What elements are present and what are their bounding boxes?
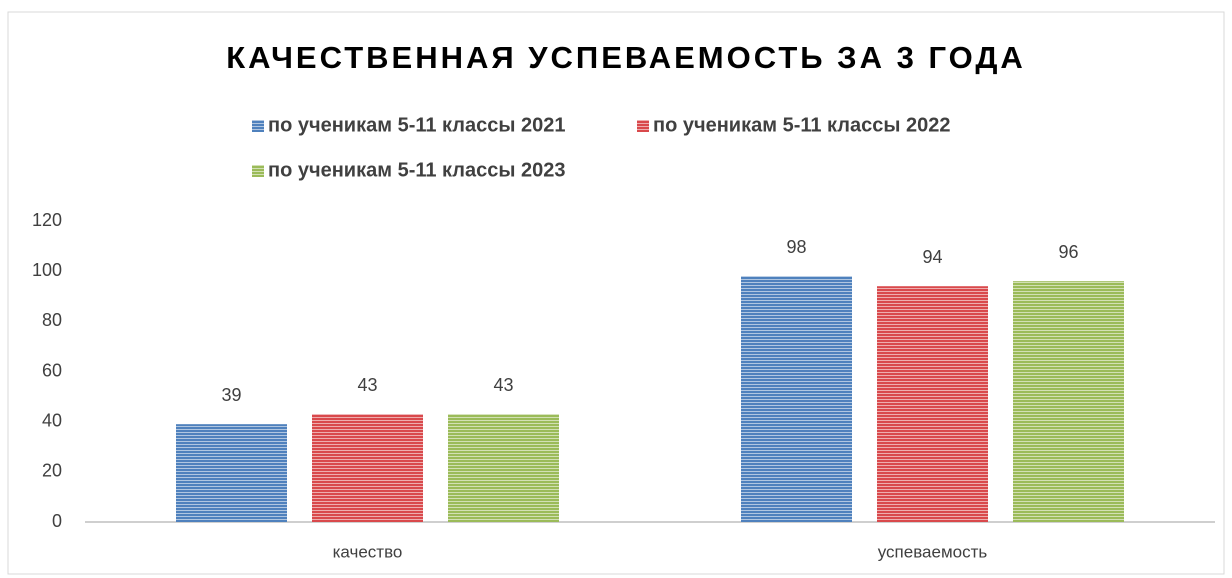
bar	[448, 414, 559, 522]
bar	[741, 276, 852, 522]
x-tick-label: качество	[333, 542, 403, 561]
y-tick-label: 80	[42, 310, 62, 330]
chart-title: КАЧЕСТВЕННАЯ УСПЕВАЕМОСТЬ ЗА 3 ГОДА	[226, 40, 1026, 75]
value-label: 98	[786, 237, 806, 257]
y-tick-label: 60	[42, 360, 62, 380]
y-tick-label: 0	[52, 511, 62, 531]
legend-swatch	[252, 165, 264, 177]
bar	[1013, 281, 1124, 522]
y-tick-label: 20	[42, 461, 62, 481]
value-label: 39	[221, 385, 241, 405]
value-label: 43	[493, 375, 513, 395]
value-label: 43	[357, 375, 377, 395]
legend-swatch	[252, 120, 264, 132]
y-tick-label: 100	[32, 260, 62, 280]
x-tick-label: успеваемость	[878, 542, 988, 561]
value-label: 94	[922, 247, 942, 267]
bar	[176, 424, 287, 522]
legend-swatch	[637, 120, 649, 132]
legend-label: по ученикам 5-11 классы 2023	[268, 159, 566, 181]
legend-label: по ученикам 5-11 классы 2022	[653, 114, 951, 136]
y-tick-label: 120	[32, 210, 62, 230]
bar	[877, 286, 988, 522]
bar	[312, 414, 423, 522]
legend-label: по ученикам 5-11 классы 2021	[268, 114, 566, 136]
y-tick-label: 40	[42, 410, 62, 430]
value-label: 96	[1058, 242, 1078, 262]
